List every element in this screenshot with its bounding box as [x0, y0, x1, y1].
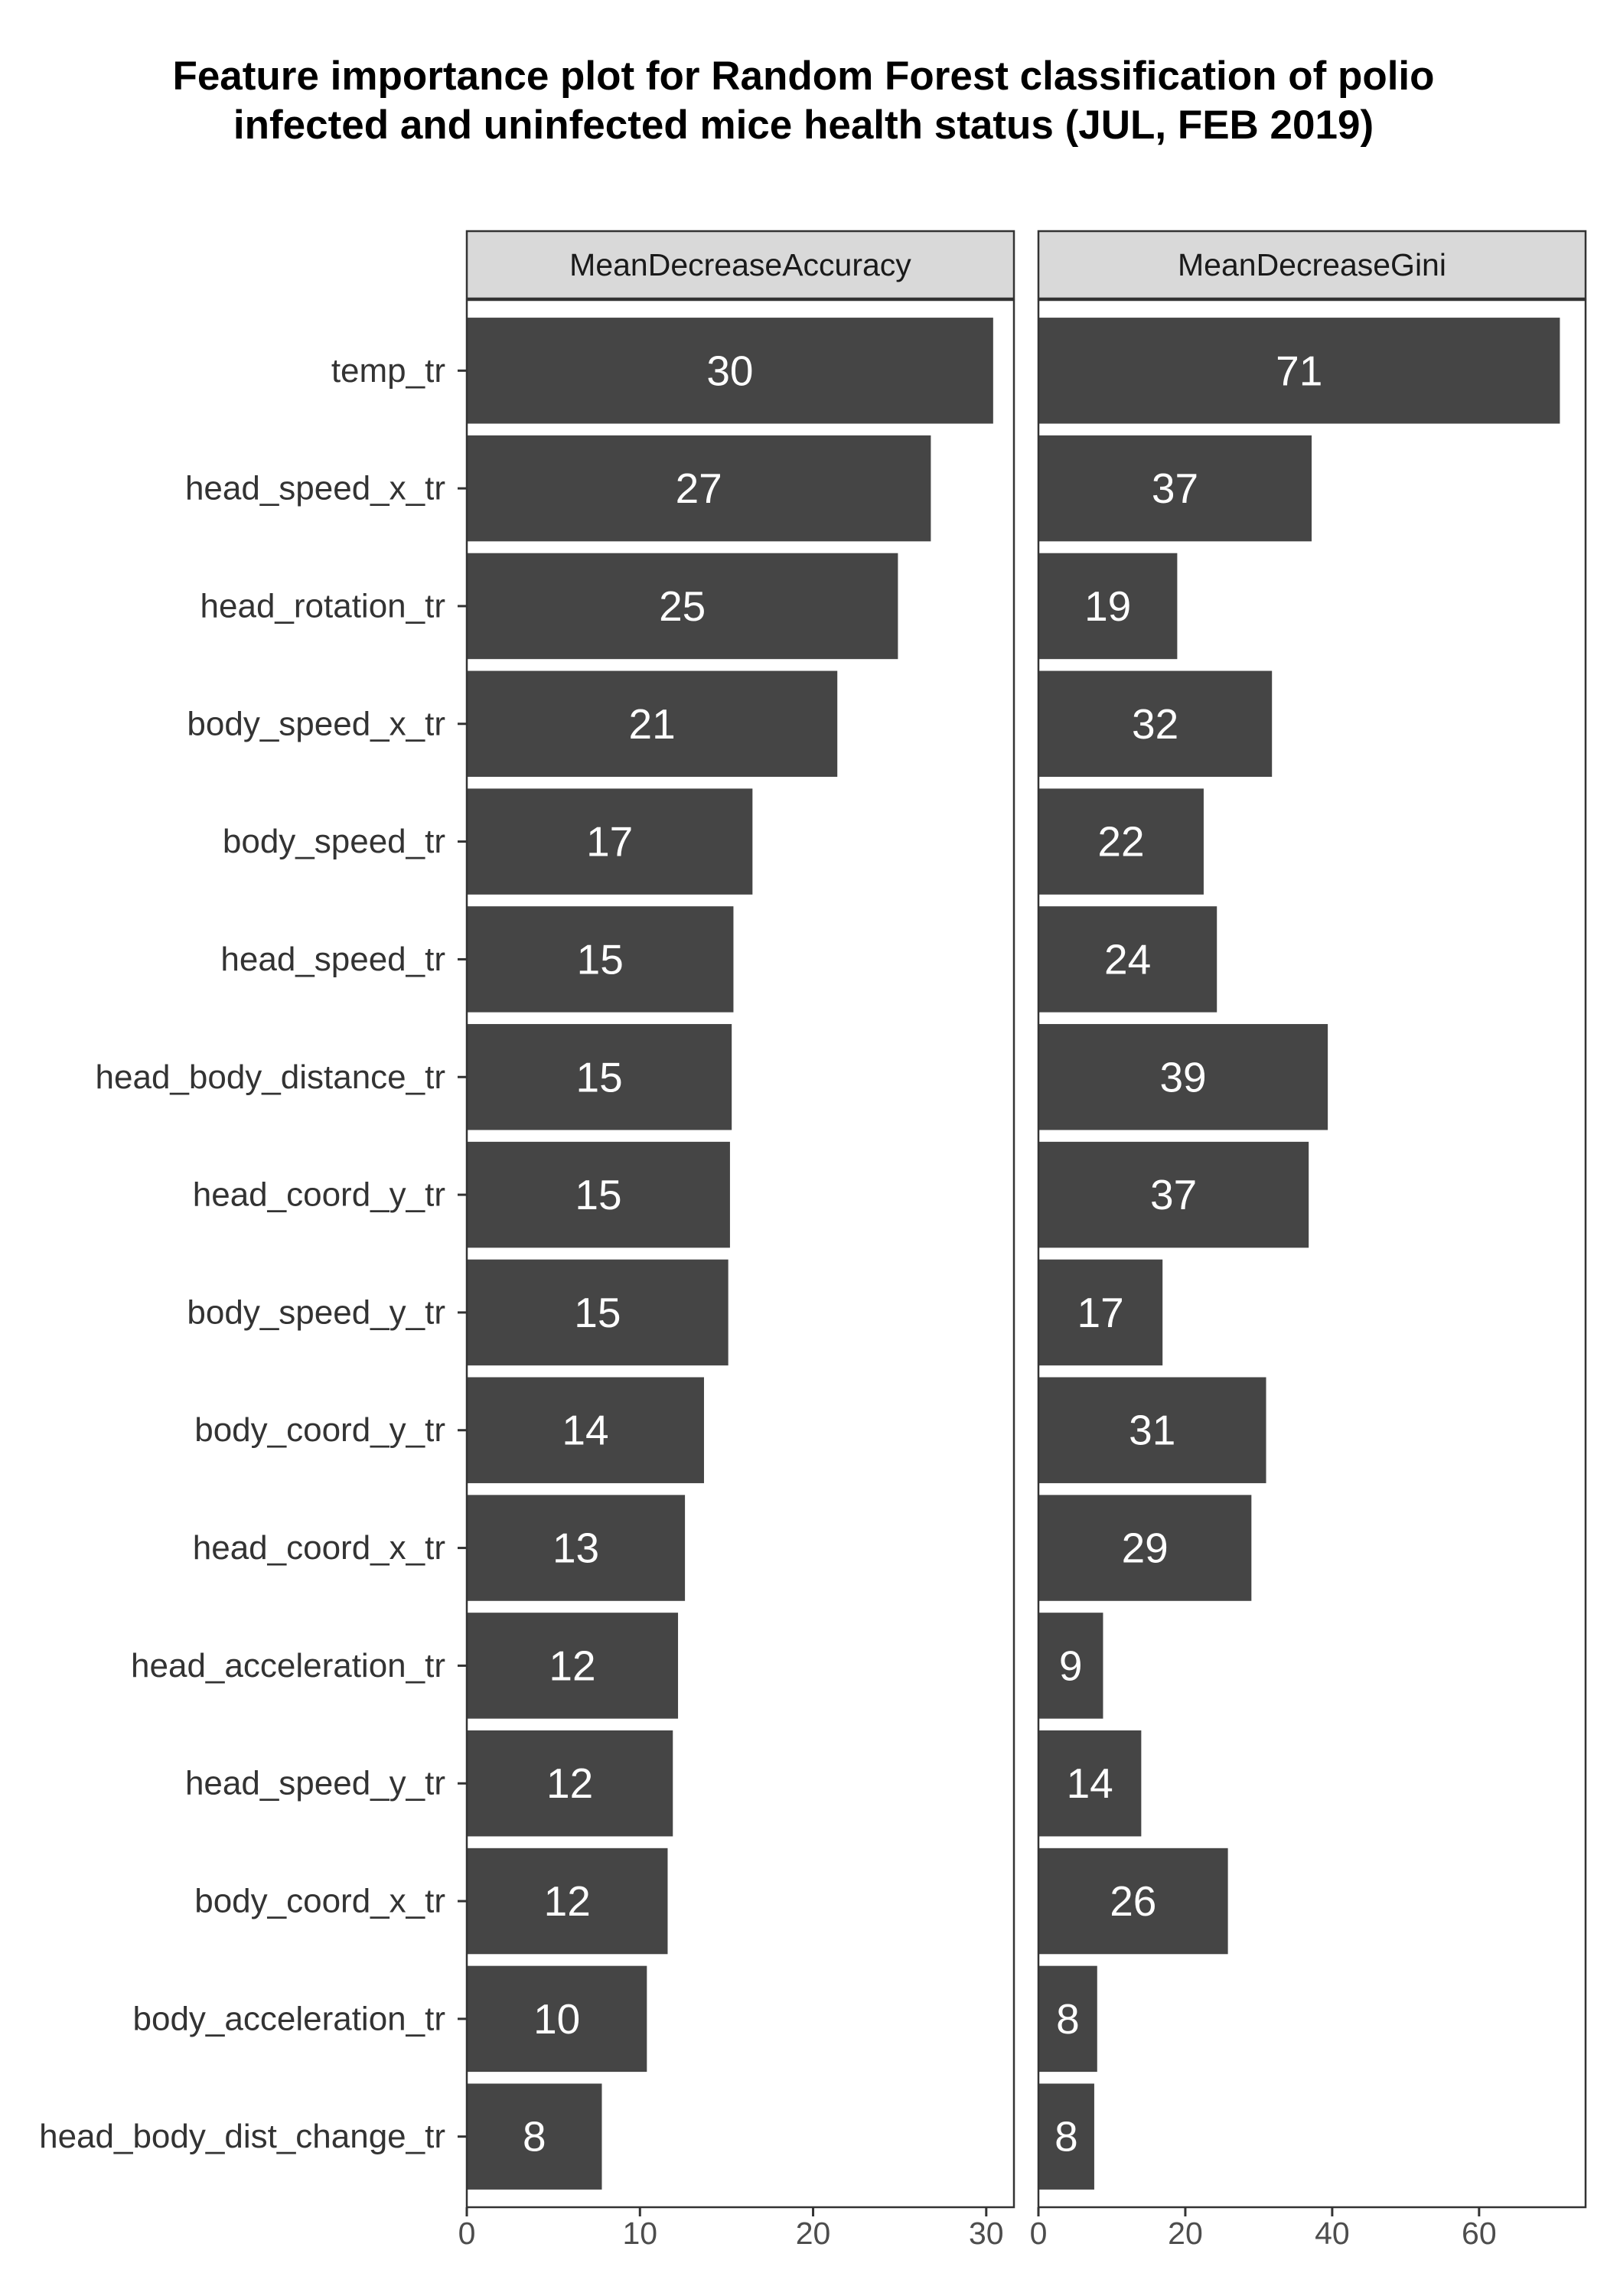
data-label-meandecreaseaccuracy-head-acceleration-tr: 12 [549, 1642, 595, 1689]
data-label-meandecreasegini-head-speed-y-tr: 14 [1067, 1760, 1113, 1807]
bar-meandecreasegini-head-speed-y-tr [1038, 1730, 1142, 1837]
bar-meandecreaseaccuracy-body-acceleration-tr [467, 1965, 647, 2073]
panel-border-meandecreasegini [1037, 298, 1587, 2209]
data-label-meandecreaseaccuracy-body-speed-tr: 17 [586, 818, 633, 866]
y-label-head-speed-tr: head_speed_tr [220, 941, 445, 978]
data-label-meandecreasegini-head-rotation-tr: 19 [1084, 582, 1131, 630]
y-label-head-coord-x-tr: head_coord_x_tr [193, 1529, 445, 1567]
bar-meandecreaseaccuracy-head-speed-x-tr [467, 435, 931, 542]
y-label-body-acceleration-tr: body_acceleration_tr [133, 2000, 445, 2037]
x-tick-label-meandecreasegini-40: 40 [1315, 2216, 1350, 2251]
panel-border-meandecreaseaccuracy [465, 298, 1015, 2209]
x-tick-label-meandecreaseaccuracy-0: 0 [458, 2216, 476, 2251]
data-label-meandecreaseaccuracy-temp-tr: 30 [706, 347, 753, 394]
bar-meandecreaseaccuracy-head-body-distance-tr [467, 1024, 732, 1130]
bar-meandecreaseaccuracy-body-coord-y-tr [467, 1377, 704, 1483]
data-label-meandecreaseaccuracy-body-coord-x-tr: 12 [544, 1877, 591, 1925]
chart-title: Feature importance plot for Random Fores… [0, 52, 1607, 150]
bar-meandecreaseaccuracy-head-speed-tr [467, 906, 734, 1013]
data-label-meandecreasegini-body-speed-tr: 22 [1097, 818, 1144, 866]
x-tick-label-meandecreasegini-60: 60 [1462, 2216, 1497, 2251]
bar-meandecreasegini-head-speed-tr [1038, 906, 1217, 1013]
facet-strip-meandecreaseaccuracy [465, 230, 1015, 300]
data-label-meandecreaseaccuracy-body-coord-y-tr: 14 [562, 1407, 608, 1454]
facet-strip-meandecreasegini [1037, 230, 1587, 300]
bar-meandecreasegini-head-coord-y-tr [1038, 1141, 1309, 1248]
data-label-meandecreasegini-head-coord-x-tr: 29 [1122, 1525, 1169, 1572]
bar-meandecreaseaccuracy-temp-tr [467, 318, 993, 424]
data-label-meandecreasegini-head-speed-x-tr: 37 [1152, 465, 1198, 512]
data-label-meandecreasegini-head-acceleration-tr: 9 [1059, 1642, 1083, 1689]
data-label-meandecreaseaccuracy-head-body-dist-change-tr: 8 [523, 2113, 546, 2161]
bar-meandecreaseaccuracy-body-coord-x-tr [467, 1848, 668, 1955]
y-label-head-rotation-tr: head_rotation_tr [200, 587, 445, 625]
facet-strip-label-meandecreaseaccuracy: MeanDecreaseAccuracy [569, 247, 911, 282]
x-tick-label-meandecreasegini-0: 0 [1030, 2216, 1048, 2251]
data-label-meandecreasegini-head-speed-tr: 24 [1104, 935, 1151, 983]
bar-meandecreaseaccuracy-head-body-dist-change-tr [467, 2083, 602, 2190]
y-label-body-speed-x-tr: body_speed_x_tr [187, 705, 445, 742]
bar-meandecreaseaccuracy-head-coord-y-tr [467, 1141, 730, 1248]
bar-meandecreaseaccuracy-body-speed-tr [467, 788, 753, 895]
bar-meandecreaseaccuracy-body-speed-y-tr [467, 1259, 729, 1366]
data-label-meandecreaseaccuracy-head-coord-y-tr: 15 [575, 1171, 621, 1218]
bar-meandecreasegini-temp-tr [1038, 318, 1560, 424]
data-label-meandecreasegini-body-coord-x-tr: 26 [1110, 1877, 1156, 1925]
data-label-meandecreaseaccuracy-head-coord-x-tr: 13 [553, 1525, 599, 1572]
bar-meandecreasegini-body-speed-x-tr [1038, 670, 1273, 777]
data-label-meandecreasegini-body-speed-y-tr: 17 [1077, 1289, 1124, 1336]
bar-meandecreasegini-head-acceleration-tr [1038, 1613, 1103, 1719]
y-label-head-speed-x-tr: head_speed_x_tr [185, 470, 445, 507]
bar-meandecreaseaccuracy-head-acceleration-tr [467, 1613, 679, 1719]
y-label-temp-tr: temp_tr [331, 352, 445, 390]
data-label-meandecreaseaccuracy-head-speed-x-tr: 27 [676, 465, 722, 512]
chart-title-line-2: infected and uninfected mice health stat… [233, 103, 1374, 148]
data-label-meandecreaseaccuracy-body-speed-y-tr: 15 [574, 1289, 621, 1336]
bar-meandecreasegini-head-body-dist-change-tr [1038, 2083, 1094, 2190]
x-tick-label-meandecreaseaccuracy-30: 30 [969, 2216, 1004, 2251]
data-label-meandecreasegini-temp-tr: 71 [1276, 347, 1322, 394]
bar-meandecreasegini-head-rotation-tr [1038, 553, 1178, 660]
y-label-body-speed-tr: body_speed_tr [223, 823, 445, 860]
data-label-meandecreaseaccuracy-head-speed-y-tr: 12 [546, 1760, 593, 1807]
data-label-meandecreaseaccuracy-body-acceleration-tr: 10 [533, 1995, 580, 2043]
data-label-meandecreasegini-head-coord-y-tr: 37 [1150, 1171, 1197, 1218]
chart-title-line-1: Feature importance plot for Random Fores… [172, 54, 1435, 99]
data-label-meandecreaseaccuracy-body-speed-x-tr: 21 [629, 700, 676, 748]
x-tick-label-meandecreasegini-20: 20 [1168, 2216, 1203, 2251]
x-tick-label-meandecreaseaccuracy-20: 20 [796, 2216, 831, 2251]
x-tick-label-meandecreaseaccuracy-10: 10 [622, 2216, 657, 2251]
y-label-head-body-dist-change-tr: head_body_dist_change_tr [39, 2118, 445, 2155]
bar-meandecreasegini-head-body-distance-tr [1038, 1024, 1328, 1130]
facet-strip-label-meandecreasegini: MeanDecreaseGini [1178, 247, 1446, 282]
data-label-meandecreaseaccuracy-head-body-distance-tr: 15 [575, 1053, 622, 1101]
data-label-meandecreasegini-body-acceleration-tr: 8 [1056, 1995, 1080, 2043]
y-label-head-acceleration-tr: head_acceleration_tr [131, 1647, 445, 1684]
y-label-body-coord-x-tr: body_coord_x_tr [194, 1883, 445, 1920]
bar-meandecreaseaccuracy-body-speed-x-tr [467, 670, 838, 777]
bar-meandecreaseaccuracy-head-rotation-tr [467, 553, 898, 660]
y-label-head-speed-y-tr: head_speed_y_tr [185, 1765, 445, 1802]
data-label-meandecreasegini-head-body-dist-change-tr: 8 [1054, 2113, 1078, 2161]
bar-meandecreasegini-body-acceleration-tr [1038, 1965, 1097, 2073]
data-label-meandecreasegini-body-coord-y-tr: 31 [1129, 1407, 1175, 1454]
bar-meandecreaseaccuracy-head-speed-y-tr [467, 1730, 673, 1837]
y-label-head-coord-y-tr: head_coord_y_tr [193, 1176, 445, 1214]
bar-meandecreaseaccuracy-head-coord-x-tr [467, 1495, 686, 1601]
data-label-meandecreasegini-head-body-distance-tr: 39 [1159, 1053, 1206, 1101]
y-label-body-coord-y-tr: body_coord_y_tr [194, 1411, 445, 1449]
data-label-meandecreasegini-body-speed-x-tr: 32 [1132, 700, 1178, 748]
y-label-head-body-distance-tr: head_body_distance_tr [96, 1058, 445, 1096]
bar-meandecreasegini-body-coord-x-tr [1038, 1848, 1228, 1955]
y-label-body-speed-y-tr: body_speed_y_tr [187, 1293, 445, 1331]
data-label-meandecreaseaccuracy-head-rotation-tr: 25 [659, 582, 706, 630]
bar-meandecreasegini-head-coord-x-tr [1038, 1495, 1252, 1601]
data-label-meandecreaseaccuracy-head-speed-tr: 15 [577, 935, 624, 983]
bar-meandecreasegini-body-speed-y-tr [1038, 1259, 1163, 1366]
bar-meandecreasegini-body-speed-tr [1038, 788, 1204, 895]
bar-meandecreasegini-body-coord-y-tr [1038, 1377, 1266, 1483]
bar-meandecreasegini-head-speed-x-tr [1038, 435, 1312, 542]
